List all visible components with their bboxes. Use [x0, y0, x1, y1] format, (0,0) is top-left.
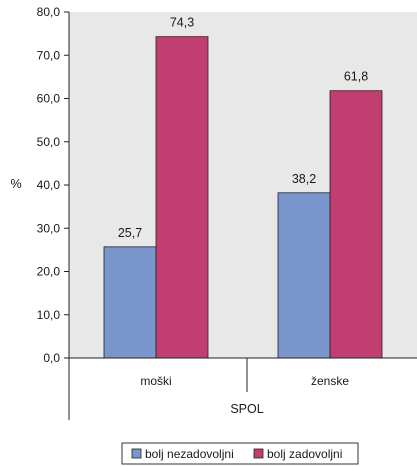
bar-ženske-bolj-zadovoljni — [329, 90, 383, 359]
bar-moški-bolj-zadovoljni — [155, 36, 209, 359]
y-axis-ticks: 0,0 10,0 20,0 30,0 40,0 50,0 60,0 70,0 80,0 — [37, 5, 69, 365]
x-category-labels: moški ženske — [140, 374, 349, 388]
x-category-label: ženske — [311, 374, 349, 388]
bars — [103, 36, 383, 359]
x-axis-label: SPOL — [230, 402, 263, 416]
data-label: 38,2 — [292, 172, 316, 186]
y-tick-label: 60,0 — [37, 92, 61, 106]
data-labels: 25,7 74,3 38,2 61,8 — [118, 16, 368, 240]
y-tick-label: 50,0 — [37, 135, 61, 149]
legend-label-bolj-zadovoljni: bolj zadovoljni — [267, 447, 342, 461]
y-tick-label: 0,0 — [43, 351, 60, 365]
legend: bolj nezadovoljni bolj zadovoljni — [121, 442, 359, 465]
data-label: 25,7 — [118, 226, 142, 240]
legend-box — [121, 442, 359, 465]
legend-swatch-bolj-nezadovoljni — [131, 448, 142, 459]
bar-moški-bolj-nezadovoljni — [103, 246, 157, 359]
legend-swatch-bolj-zadovoljni — [253, 448, 264, 459]
legend-label-bolj-nezadovoljni: bolj nezadovoljni — [145, 447, 234, 461]
y-tick-label: 30,0 — [37, 221, 61, 235]
data-label: 61,8 — [344, 70, 368, 84]
bar-ženske-bolj-nezadovoljni — [277, 192, 331, 359]
y-tick-label: 20,0 — [37, 265, 61, 279]
data-label: 74,3 — [170, 16, 194, 30]
y-tick-label: 80,0 — [37, 5, 61, 19]
y-axis-label: % — [10, 177, 21, 191]
y-tick-label: 10,0 — [37, 308, 61, 322]
y-tick-label: 40,0 — [37, 178, 61, 192]
x-category-label: moški — [140, 374, 171, 388]
y-tick-label: 70,0 — [37, 48, 61, 62]
